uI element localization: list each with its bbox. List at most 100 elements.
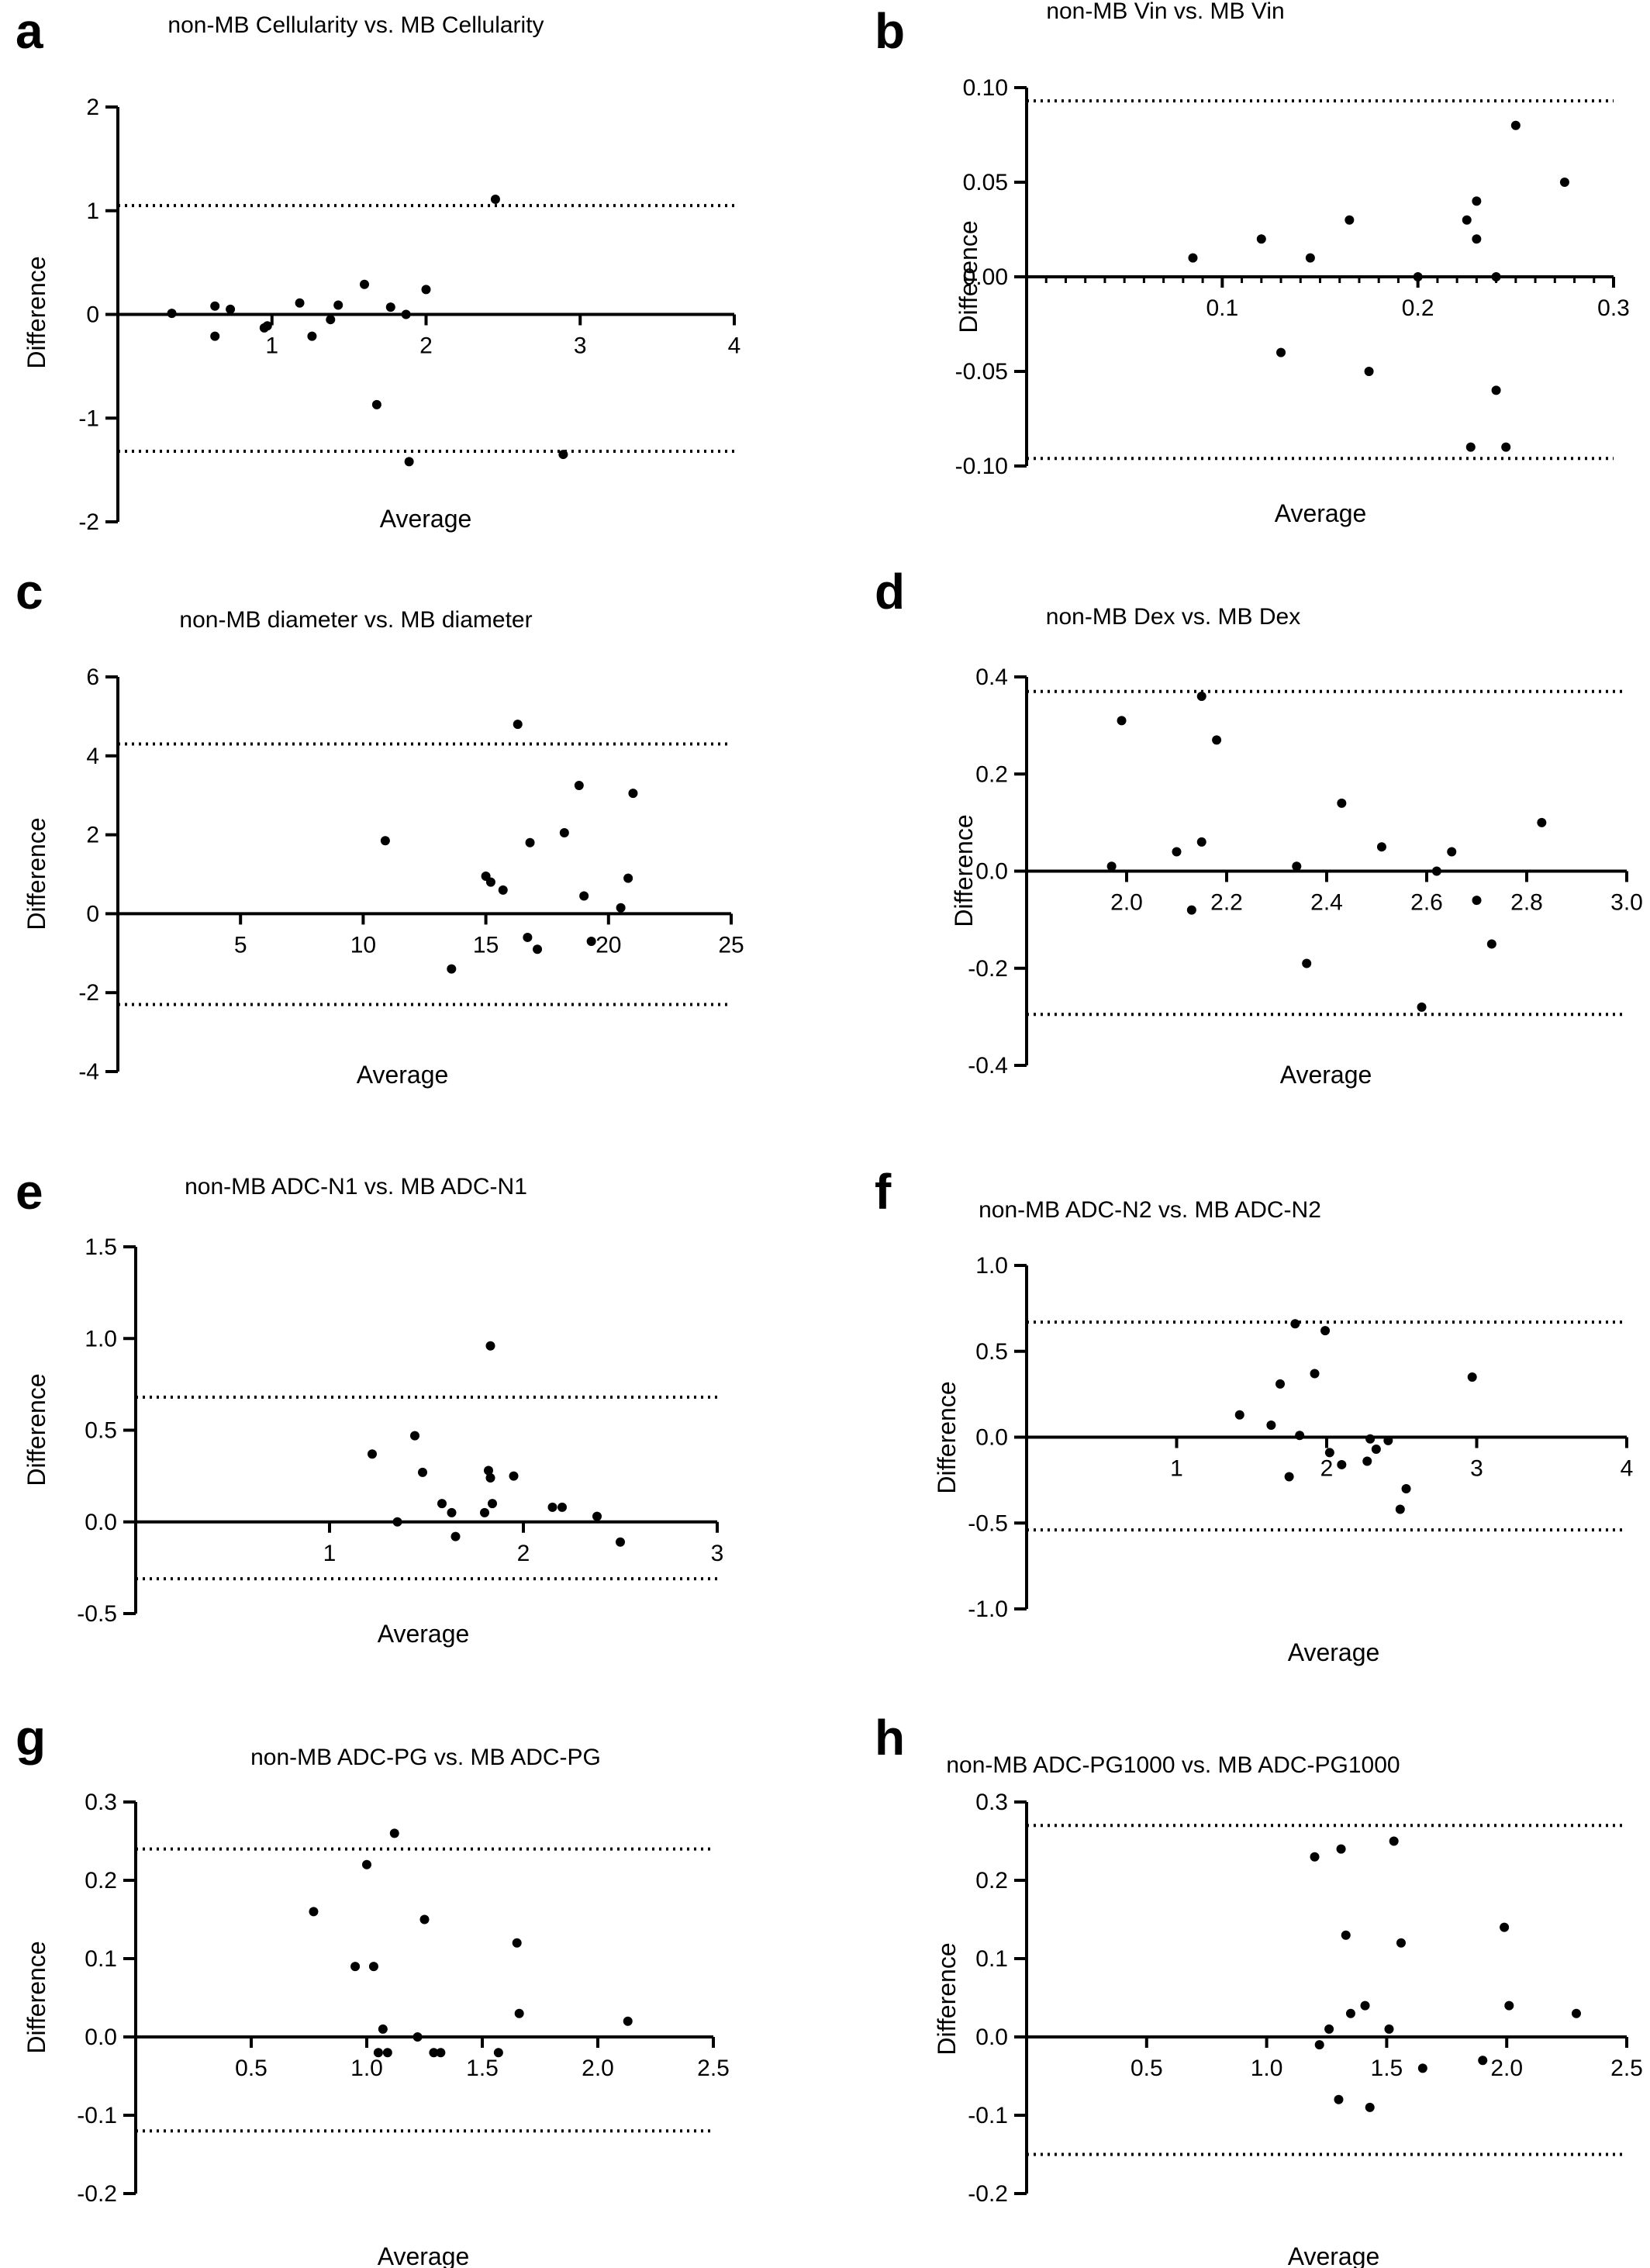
data-point — [1310, 1852, 1320, 1862]
data-point — [226, 304, 236, 314]
data-point — [586, 937, 596, 947]
data-point — [295, 298, 305, 308]
data-point — [1376, 842, 1386, 852]
x-tick-label: 4 — [728, 333, 741, 359]
data-point — [437, 1499, 447, 1509]
x-tick-label: 20 — [595, 932, 621, 958]
x-tick-label: 1 — [265, 333, 278, 359]
data-point — [350, 1962, 361, 1972]
data-point — [1295, 1431, 1305, 1441]
data-point — [1362, 1456, 1372, 1466]
data-point — [362, 1859, 371, 1869]
chart-svg: h non-MB ADC-PG1000 vs. MB ADC-PG1000 -0.2… — [875, 1710, 1643, 2268]
data-point — [1396, 1938, 1406, 1948]
chart-svg: g non-MB ADC-PG vs. MB ADC-PG -0.2 -0.1 0.0 0… — [16, 1710, 730, 2268]
data-point — [1292, 861, 1302, 872]
chart-svg: f non-MB ADC-N2 vs. MB ADC-N2 -1.0 -0.5 0.0 0… — [875, 1164, 1633, 1666]
x-tick-label: 0.1 — [1206, 295, 1238, 321]
data-point — [1336, 1844, 1346, 1854]
data-point — [616, 903, 626, 913]
y-tick-label: -0.2 — [77, 2181, 117, 2207]
x-axis-label: Average — [378, 1620, 470, 1648]
data-point — [418, 1467, 427, 1477]
x-tick-label: 2 — [1320, 1456, 1334, 1482]
data-point — [373, 2048, 383, 2058]
data-point — [1284, 1472, 1294, 1482]
data-point — [1365, 2102, 1375, 2112]
x-tick-label: 2.0 — [1490, 2056, 1523, 2081]
data-point — [1447, 847, 1457, 857]
data-point — [628, 789, 638, 799]
data-point — [389, 1828, 399, 1838]
x-tick-label: 2.0 — [1110, 890, 1143, 916]
x-axis-label: Average — [1288, 1638, 1380, 1666]
data-point — [498, 885, 508, 895]
x-tick-label: 2 — [419, 333, 433, 359]
data-point — [514, 2008, 524, 2018]
data-point — [1314, 2040, 1324, 2050]
y-tick-label: 0.1 — [975, 1946, 1008, 1972]
x-tick-label: 1.5 — [1371, 2056, 1403, 2081]
data-point — [447, 1507, 457, 1517]
data-point — [447, 964, 457, 974]
chart-title: non-MB ADC-PG vs. MB ADC-PG — [250, 1745, 601, 1770]
y-axis-label: Difference — [22, 817, 50, 930]
x-tick-label: 1.0 — [1251, 2056, 1283, 2081]
data-point — [1504, 2000, 1514, 2011]
data-point — [360, 279, 369, 289]
chart-title: non-MB ADC-N2 vs. MB ADC-N2 — [979, 1197, 1321, 1223]
data-point — [1491, 272, 1501, 281]
y-tick-label: 0.2 — [975, 1868, 1008, 1893]
x-tick-label: 2.8 — [1510, 890, 1543, 916]
data-point — [1337, 1459, 1347, 1469]
panel-letter: c — [16, 564, 43, 620]
data-point — [1401, 1483, 1411, 1493]
panel-c: c non-MB diameter vs. MB diameter -4 -2 0 2 4 6… — [0, 564, 825, 1134]
x-tick-label: 15 — [473, 932, 499, 958]
data-point — [1472, 196, 1482, 206]
panel-a: a non-MB Cellularity vs. MB Cellularity -2… — [0, 0, 825, 567]
data-point — [623, 873, 633, 883]
x-axis-label: Average — [357, 1061, 449, 1089]
data-point — [1334, 2094, 1344, 2104]
x-tick-label: 2.5 — [697, 2056, 730, 2081]
x-tick-label: 2 — [517, 1541, 530, 1566]
y-tick-label: 0.0 — [975, 2025, 1008, 2050]
data-point — [1537, 817, 1547, 827]
y-tick-label: 0.5 — [85, 1418, 117, 1444]
data-point — [1360, 2000, 1370, 2011]
data-point — [1310, 1369, 1320, 1379]
y-tick-label: 0.0 — [85, 1510, 117, 1535]
data-point — [1305, 253, 1315, 263]
data-point — [1417, 1002, 1427, 1012]
y-tick-label: 1.5 — [85, 1234, 117, 1260]
data-point — [1256, 234, 1266, 244]
y-tick-label: 0.4 — [975, 665, 1008, 690]
y-tick-label: 1 — [86, 198, 99, 224]
data-point — [1472, 234, 1482, 244]
chart-svg: a non-MB Cellularity vs. MB Cellularity -2… — [16, 3, 741, 535]
data-point — [623, 2016, 633, 2026]
data-point — [1266, 1420, 1276, 1430]
data-point — [533, 944, 543, 954]
y-axis-label: Difference — [22, 1373, 50, 1486]
panel-letter: h — [875, 1710, 905, 1766]
data-point — [488, 1499, 497, 1509]
x-axis-label: Average — [1288, 2242, 1380, 2268]
data-point — [485, 1341, 495, 1351]
x-axis-label: Average — [1280, 1061, 1372, 1089]
x-tick-label: 25 — [718, 932, 744, 958]
y-tick-label: -0.05 — [955, 359, 1008, 385]
x-tick-label: 3 — [574, 333, 587, 359]
data-point — [1478, 2056, 1488, 2066]
x-tick-label: 3.0 — [1610, 890, 1643, 916]
y-tick-label: -0.10 — [955, 454, 1008, 479]
chart-title: non-MB ADC-PG1000 vs. MB ADC-PG1000 — [946, 1752, 1400, 1778]
data-point — [1234, 1410, 1244, 1420]
y-tick-label: -0.5 — [968, 1510, 1008, 1536]
data-point — [326, 315, 336, 325]
y-axis-label: Difference — [950, 814, 978, 927]
panel-d: d non-MB Dex vs. MB Dex -0.4 -0.2 0.0 0.2 0.4 2… — [825, 564, 1650, 1134]
x-tick-label: 2.6 — [1410, 890, 1443, 916]
data-point — [410, 1431, 419, 1441]
